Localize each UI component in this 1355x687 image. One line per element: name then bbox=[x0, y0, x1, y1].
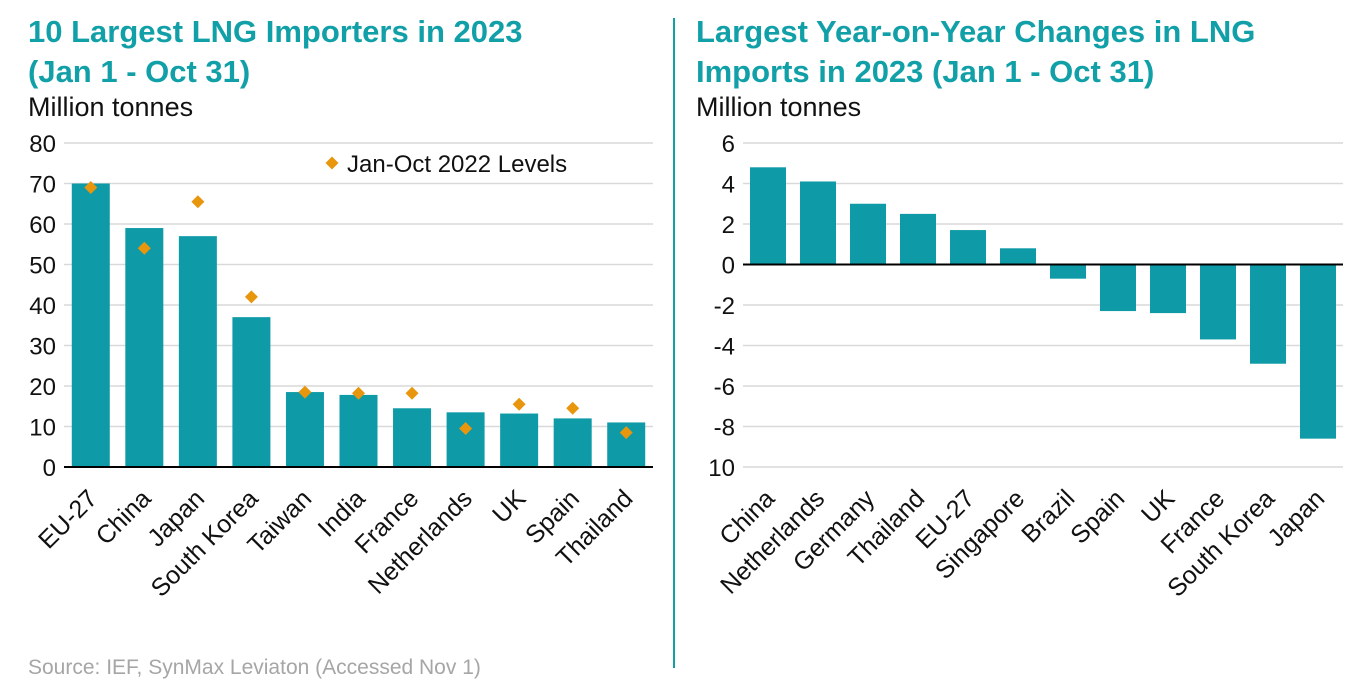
bar-india bbox=[339, 394, 378, 467]
bar-brazil bbox=[1050, 264, 1086, 279]
marker-china bbox=[137, 241, 151, 255]
y-tick-label: 20 bbox=[29, 374, 56, 401]
bar-uk bbox=[500, 413, 539, 467]
marker-eu-27 bbox=[84, 181, 98, 195]
right-title-line2: Imports in 2023 (Jan 1 - Oct 31) bbox=[696, 54, 1155, 89]
marker-taiwan bbox=[298, 385, 312, 399]
right-chart-title: Largest Year-on-Year Changes in LNG Impo… bbox=[696, 12, 1255, 92]
y-tick-label: 40 bbox=[29, 293, 56, 320]
y-tick-label: 0 bbox=[43, 455, 56, 482]
marker-japan bbox=[191, 195, 205, 209]
bar-singapore bbox=[1000, 248, 1036, 265]
y-tick-label: 30 bbox=[29, 334, 56, 361]
bar-france bbox=[393, 408, 432, 467]
y-tick-label: 10 bbox=[708, 455, 735, 482]
right-title-line1: Largest Year-on-Year Changes in LNG bbox=[696, 14, 1256, 49]
y-tick-label: 80 bbox=[29, 131, 56, 158]
bar-china bbox=[750, 167, 786, 265]
bar-france bbox=[1200, 264, 1236, 340]
y-tick-label: -6 bbox=[714, 374, 735, 401]
right-bar-chart: 10-8-6-4-20246ChinaNetherlandsGermanyTha… bbox=[708, 131, 1343, 603]
y-tick-label: 6 bbox=[722, 131, 735, 158]
bar-south-korea bbox=[232, 317, 271, 467]
bar-spain bbox=[1100, 264, 1136, 312]
bar-spain bbox=[553, 418, 592, 467]
bar-taiwan bbox=[285, 392, 324, 467]
legend-marker-icon bbox=[325, 156, 339, 170]
source-note: Source: IEF, SynMax Leviaton (Accessed N… bbox=[28, 656, 481, 679]
bar-japan bbox=[178, 236, 217, 467]
marker-thailand bbox=[619, 426, 633, 440]
bar-japan bbox=[1300, 264, 1336, 439]
y-tick-label: 0 bbox=[722, 253, 735, 280]
bar-eu-27 bbox=[950, 230, 986, 265]
bar-netherlands bbox=[800, 181, 836, 265]
marker-netherlands bbox=[459, 422, 473, 436]
marker-india bbox=[352, 386, 365, 400]
right-units-label: Million tonnes bbox=[696, 92, 862, 122]
bar-eu-27 bbox=[71, 183, 110, 467]
x-category-label: Spain bbox=[1065, 484, 1130, 549]
y-tick-label: 50 bbox=[29, 253, 56, 280]
left-title-line1: 10 Largest LNG Importers in 2023 bbox=[28, 14, 523, 49]
legend-label: Jan-Oct 2022 Levels bbox=[347, 151, 567, 178]
y-tick-label: -4 bbox=[714, 334, 735, 361]
marker-france bbox=[405, 386, 419, 400]
marker-spain bbox=[566, 401, 580, 415]
y-tick-label: 10 bbox=[29, 415, 56, 442]
y-tick-label: -2 bbox=[714, 293, 735, 320]
y-tick-label: 70 bbox=[29, 172, 56, 199]
bar-south-korea bbox=[1250, 264, 1286, 364]
marker-uk bbox=[512, 397, 526, 411]
y-tick-label: 2 bbox=[722, 212, 735, 239]
bar-germany bbox=[850, 203, 886, 265]
y-tick-label: -8 bbox=[714, 415, 735, 442]
bar-thailand bbox=[900, 213, 936, 265]
left-units-label: Million tonnes bbox=[28, 92, 194, 122]
y-tick-label: 4 bbox=[722, 172, 735, 199]
bar-china bbox=[125, 228, 164, 467]
x-category-label: Japan bbox=[1262, 484, 1330, 552]
panel-divider bbox=[673, 18, 675, 668]
marker-south-korea bbox=[244, 290, 258, 304]
x-category-label: Brazil bbox=[1016, 484, 1080, 548]
y-tick-label: 60 bbox=[29, 212, 56, 239]
bar-uk bbox=[1150, 264, 1186, 314]
left-title-line2: (Jan 1 - Oct 31) bbox=[28, 54, 251, 89]
left-chart-title: 10 Largest LNG Importers in 2023 (Jan 1 … bbox=[28, 12, 522, 92]
bar-netherlands bbox=[446, 412, 485, 467]
